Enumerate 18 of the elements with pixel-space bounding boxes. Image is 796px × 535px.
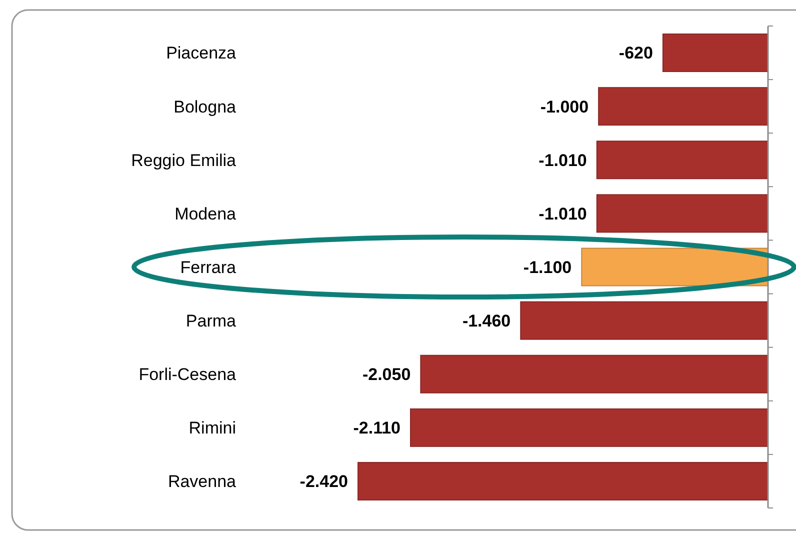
data-label: -1.000: [540, 97, 589, 116]
data-label: -2.050: [362, 365, 411, 384]
data-label: -1.010: [538, 204, 587, 224]
y-tick-label: Piacenza: [166, 44, 237, 63]
y-tick-label: Ravenna: [168, 472, 237, 492]
data-label: -1.100: [523, 258, 572, 277]
y-tick-label: Parma: [186, 312, 237, 331]
data-label: -2.420: [300, 472, 348, 492]
data-label: -1.460: [462, 312, 511, 331]
data-label: -1.010: [538, 150, 587, 170]
y-tick-label: Ferrara: [180, 258, 237, 277]
data-label: -2.110: [353, 418, 401, 438]
y-tick-label: Modena: [174, 204, 237, 224]
data-label: -620: [618, 44, 653, 63]
y-tick-label: Rimini: [188, 418, 236, 438]
y-tick-label: Forli-Cesena: [138, 365, 237, 384]
y-tick-label: Bologna: [174, 97, 237, 116]
y-tick-label: Reggio Emilia: [131, 150, 237, 170]
